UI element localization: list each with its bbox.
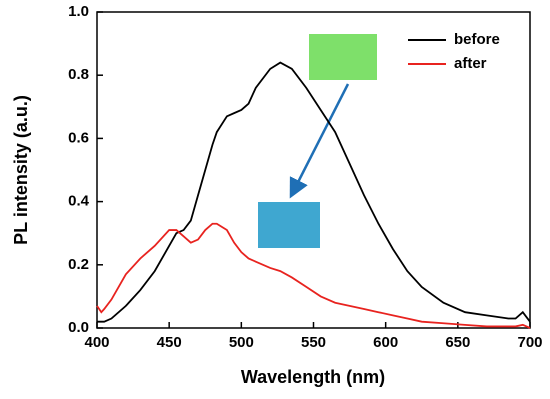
x-tick-label: 700 [517, 334, 542, 351]
legend-label: before [454, 31, 500, 48]
line [96, 222, 531, 329]
x-tick-label: 650 [445, 334, 470, 351]
arrow [289, 83, 350, 199]
y-tick-label: 0.4 [68, 193, 90, 210]
y-tick-label: 0.6 [68, 129, 89, 146]
x-tick-label: 400 [84, 334, 109, 351]
x-tick-label: 600 [373, 334, 398, 351]
y-axis-label: PL intensity (a.u.) [11, 95, 31, 245]
inset-after-photo [258, 202, 320, 248]
x-tick-label: 500 [229, 334, 254, 351]
y-tick-label: 0.8 [68, 66, 89, 83]
legend-label: after [454, 55, 487, 72]
y-tick-label: 0.2 [68, 256, 89, 273]
inset-before-photo [309, 34, 377, 80]
x-axis-label: Wavelength (nm) [241, 367, 385, 387]
line [97, 61, 531, 323]
y-tick-label: 0.0 [68, 319, 89, 336]
x-tick-label: 550 [301, 334, 326, 351]
y-tick-label: 1.0 [68, 3, 89, 20]
x-tick-label: 450 [157, 334, 182, 351]
